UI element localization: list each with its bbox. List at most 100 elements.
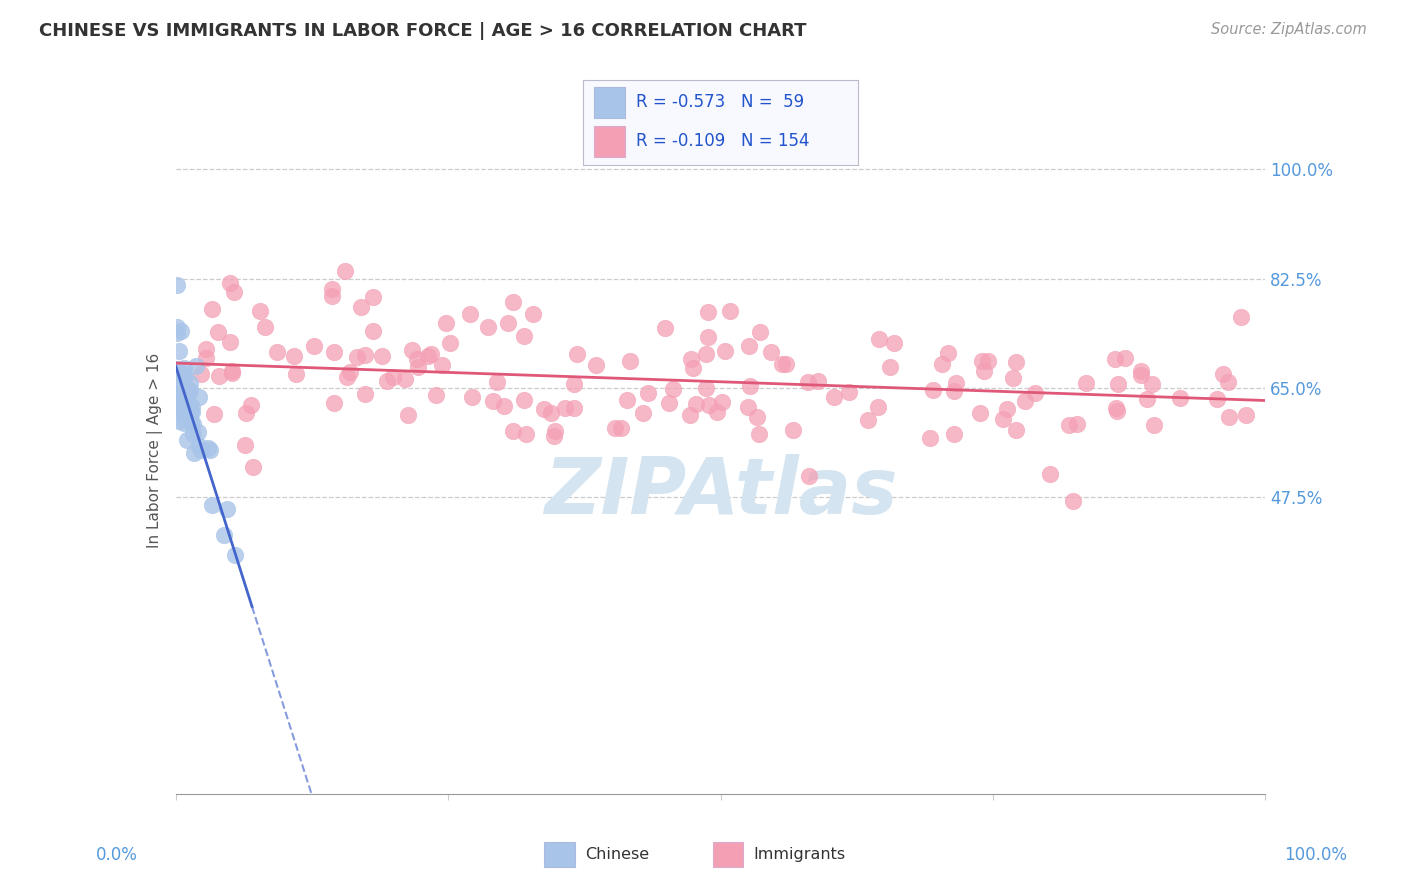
Point [425,388,447,402]
Point [434,316,457,330]
Point [377,374,399,388]
Point [242,460,264,475]
Point [173,416,195,430]
Point [458,307,481,321]
Point [176,434,198,448]
Point [187,390,209,404]
Point [166,278,188,293]
Point [353,348,375,362]
Text: Immigrants: Immigrants [754,847,846,862]
Point [266,344,288,359]
Point [1140,376,1163,391]
Point [170,367,193,381]
Point [616,392,638,407]
Point [868,332,890,346]
Point [254,320,277,334]
Point [174,400,197,414]
Point [748,426,770,441]
Point [179,383,201,397]
Point [838,385,860,400]
Point [219,276,242,290]
Point [619,354,641,368]
Point [432,359,454,373]
Point [679,408,702,422]
Point [1107,403,1129,417]
Point [797,469,820,483]
Point [697,398,720,412]
Point [492,399,515,413]
Point [496,316,519,330]
Point [170,371,193,385]
Point [931,357,953,371]
Point [1107,377,1129,392]
Point [166,392,188,407]
Point [408,359,430,374]
Point [585,359,607,373]
Text: Chinese: Chinese [585,847,650,862]
Point [240,398,263,412]
Point [738,378,761,392]
Point [1014,394,1036,409]
Point [416,349,439,363]
Point [184,359,207,374]
Bar [713,842,744,867]
Point [540,406,562,420]
Point [283,349,305,363]
Bar [595,126,624,157]
Point [562,376,585,391]
Point [202,407,225,421]
Point [807,374,830,388]
Point [942,384,965,398]
Point [170,367,193,381]
Point [179,400,201,414]
Point [879,359,901,374]
Point [502,295,524,310]
Point [1129,364,1152,378]
Point [333,264,356,278]
Point [567,346,589,360]
Point [1062,493,1084,508]
Point [695,381,717,395]
Point [993,412,1015,426]
Point [170,403,193,417]
Point [195,351,218,365]
Point [173,369,195,384]
Point [1218,409,1240,424]
Point [1129,368,1152,382]
Point [775,357,797,371]
Point [177,395,200,409]
Point [169,371,191,385]
Point [513,393,536,408]
Point [166,370,188,384]
Point [461,390,484,404]
Point [420,347,443,361]
Point [1005,355,1028,369]
Point [249,304,271,318]
Point [782,424,804,438]
Text: 0.0%: 0.0% [96,846,138,863]
Point [166,319,188,334]
Point [167,363,190,377]
Point [207,369,229,384]
Point [1057,417,1080,432]
Point [169,388,191,402]
Point [382,369,405,384]
Point [195,342,218,356]
Point [170,324,193,338]
Point [1024,386,1046,401]
Point [943,426,966,441]
Point [177,384,200,399]
Point [543,429,565,443]
Point [177,384,200,398]
Point [710,394,733,409]
Point [477,320,499,334]
Point [695,347,717,361]
Point [977,353,1000,368]
Point [1114,351,1136,365]
Point [936,346,959,360]
Point [197,441,219,455]
Point [439,335,461,350]
Point [945,376,967,390]
Point [198,443,221,458]
Point [533,401,555,416]
